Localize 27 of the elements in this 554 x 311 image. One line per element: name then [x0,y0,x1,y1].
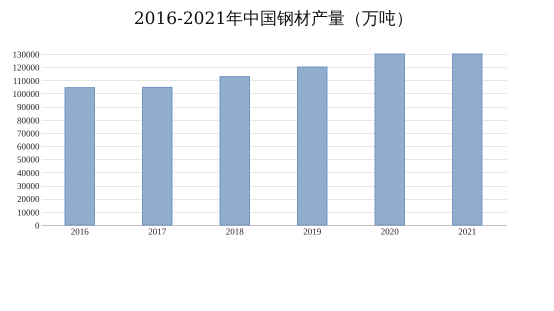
bar [374,54,405,226]
y-tick-label: 80000 [17,115,40,126]
y-tick-label: 40000 [17,168,40,178]
y-tick-label: 60000 [17,142,40,152]
y-tick-label: 10000 [17,207,40,218]
y-tick-label: 120000 [12,62,40,73]
bar [297,66,328,226]
y-tick-label: 50000 [17,154,40,165]
x-tick-label: 2019 [303,226,322,236]
y-tick-label: 30000 [17,181,40,192]
x-tick-label: 2020 [380,226,400,236]
x-tick-label: 2017 [148,226,167,236]
x-tick-label: 2016 [70,226,90,236]
y-tick-label: 70000 [17,128,40,138]
y-tick-label: 90000 [17,102,40,112]
y-tick-label: 110000 [12,76,40,86]
chart-title: 2016-2021年中国钢材产量（万吨） [134,9,414,29]
bar [142,86,172,226]
y-tick-label: 100000 [12,88,40,99]
x-tick-label: 2021 [458,226,476,236]
x-tick-label: 2018 [226,226,244,236]
bar [64,87,95,226]
bar [452,54,482,226]
y-tick-label: 20000 [17,194,40,204]
y-tick-label: 130000 [12,50,40,60]
bar [220,76,250,226]
y-tick-label: 0 [35,220,40,230]
